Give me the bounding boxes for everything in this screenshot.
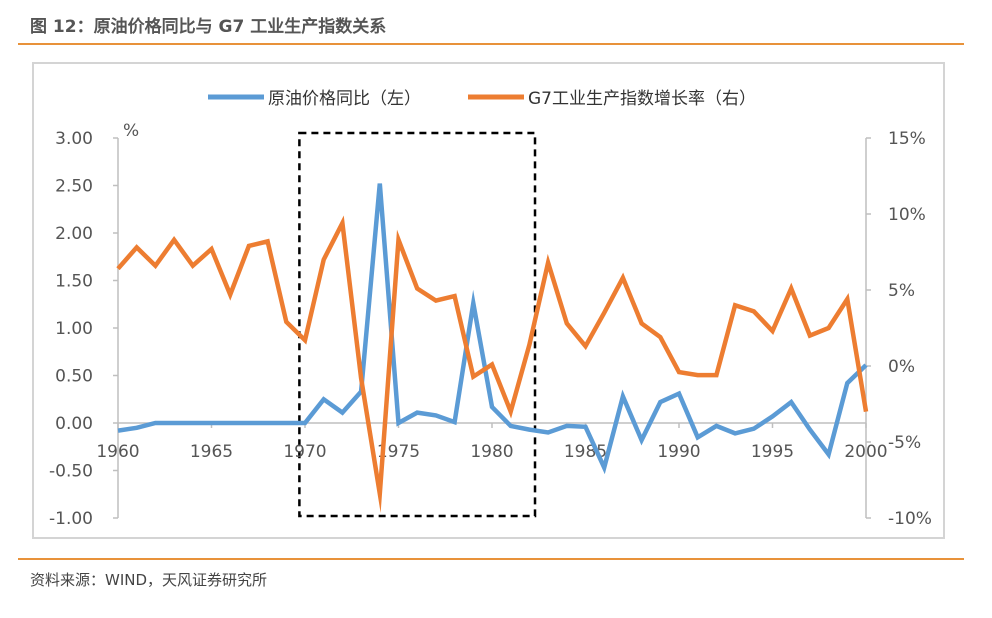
left-axis-tick-label: 1.00 (55, 319, 93, 339)
legend-label-2: G7工业生产指数增长率（右） (528, 89, 756, 109)
right-axis-tick-label: 5% (888, 281, 915, 301)
left-axis-tick-label: -0.50 (49, 462, 93, 482)
x-axis-tick-label: 1980 (470, 442, 513, 462)
right-axis-tick-label: 15% (888, 129, 926, 149)
right-axis-tick-label: -5% (888, 433, 921, 453)
x-axis-tick-label: 1990 (657, 442, 700, 462)
x-axis-tick-label: 1965 (190, 442, 233, 462)
series-line-2 (116, 215, 869, 513)
highlight-box (298, 131, 537, 518)
left-axis-tick-label: -1.00 (49, 509, 93, 529)
x-axis-tick-label: 1995 (751, 442, 794, 462)
x-axis-tick-label: 1960 (96, 442, 139, 462)
left-axis-tick-label: 0.50 (55, 367, 93, 387)
bottom-rule (18, 558, 964, 560)
figure-title: 图 12：原油价格同比与 G7 工业生产指数关系 (30, 17, 387, 37)
legend-label-1: 原油价格同比（左） (268, 89, 421, 109)
x-axis-tick-label: 2000 (844, 442, 887, 462)
left-axis-unit: % (123, 121, 139, 141)
series-line-1 (117, 183, 868, 475)
left-axis-tick-label: 3.00 (55, 129, 93, 149)
right-axis-tick-label: 10% (888, 205, 926, 225)
left-axis-tick-label: 1.50 (55, 272, 93, 292)
chart-frame (32, 62, 945, 539)
right-axis-tick-label: 0% (888, 357, 915, 377)
left-axis-tick-label: 0.00 (55, 414, 93, 434)
right-axis-tick-label: -10% (888, 509, 932, 529)
x-axis-tick-label: 1970 (283, 442, 326, 462)
left-axis-tick-label: 2.00 (55, 224, 93, 244)
x-axis-tick-label: 1975 (377, 442, 420, 462)
top-rule (18, 43, 964, 45)
source-note: 资料来源：WIND，天风证券研究所 (30, 571, 268, 589)
left-axis-tick-label: 2.50 (55, 177, 93, 197)
